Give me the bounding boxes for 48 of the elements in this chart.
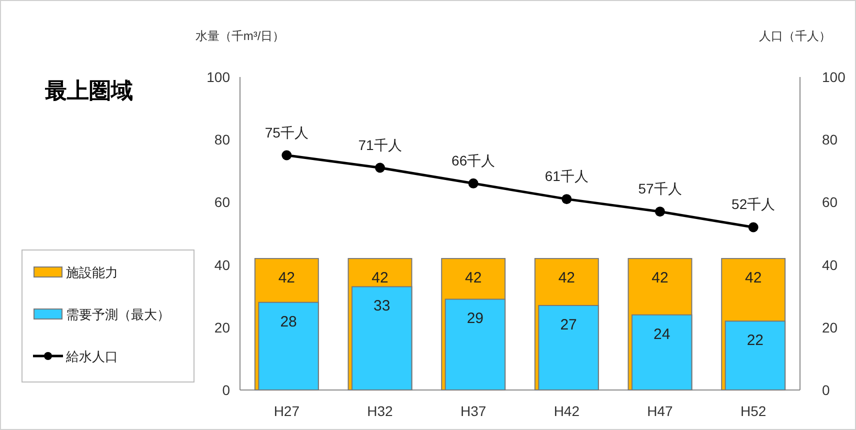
y2-tick-label: 0 <box>822 382 830 398</box>
y-tick-label: 20 <box>214 319 230 336</box>
y-tick-label: 100 <box>206 69 230 85</box>
legend-label: 給水人口 <box>65 349 118 364</box>
data-label: 66千人 <box>452 152 496 168</box>
point <box>282 150 292 160</box>
data-label: 57千人 <box>638 180 682 197</box>
y2-tick-label: 60 <box>822 194 838 210</box>
data-label: 52千人 <box>732 196 776 212</box>
legend-label: 施設能力 <box>66 265 118 280</box>
y2-axis-title: 人口（千人） <box>759 29 831 43</box>
legend-label: 需要予測（最大） <box>66 307 170 322</box>
data-label: 61千人 <box>544 168 588 184</box>
data-label: 22 <box>746 332 764 350</box>
data-label: 29 <box>466 310 484 328</box>
y-tick-label: 80 <box>214 132 230 148</box>
y-tick-label: 60 <box>214 194 230 210</box>
x-tick-label: H27 <box>274 403 300 419</box>
x-tick-label: H52 <box>740 403 766 419</box>
data-label: 42 <box>744 270 762 287</box>
data-label: 42 <box>652 270 668 287</box>
y-tick-label: 0 <box>222 382 230 398</box>
data-label: 75千人 <box>264 124 308 140</box>
data-label: 27 <box>560 316 577 334</box>
data-label: 42 <box>278 270 296 287</box>
x-tick-label: H32 <box>367 403 394 419</box>
data-label: 71千人 <box>358 136 402 153</box>
y2-tick-label: 100 <box>822 69 846 85</box>
y-axis-title: 水量（千m³/日） <box>195 29 285 43</box>
data-label: 33 <box>374 298 390 315</box>
x-tick-label: H42 <box>554 403 580 419</box>
data-label: 42 <box>372 270 388 287</box>
data-label: 24 <box>654 326 670 343</box>
y2-tick-label: 20 <box>822 319 838 336</box>
y2-tick-label: 40 <box>822 256 838 273</box>
y-tick-label: 40 <box>214 256 230 273</box>
y2-tick-label: 80 <box>822 132 838 148</box>
x-tick-label: H47 <box>647 403 674 419</box>
chart-title: 最上圏域 <box>44 78 133 103</box>
data-label: 42 <box>464 270 482 287</box>
data-label: 28 <box>280 313 297 330</box>
point <box>468 178 478 188</box>
x-tick-label: H37 <box>460 403 486 419</box>
point <box>562 194 572 204</box>
point <box>375 162 385 173</box>
data-label: 42 <box>558 270 576 287</box>
point <box>655 206 665 217</box>
point <box>748 222 758 232</box>
